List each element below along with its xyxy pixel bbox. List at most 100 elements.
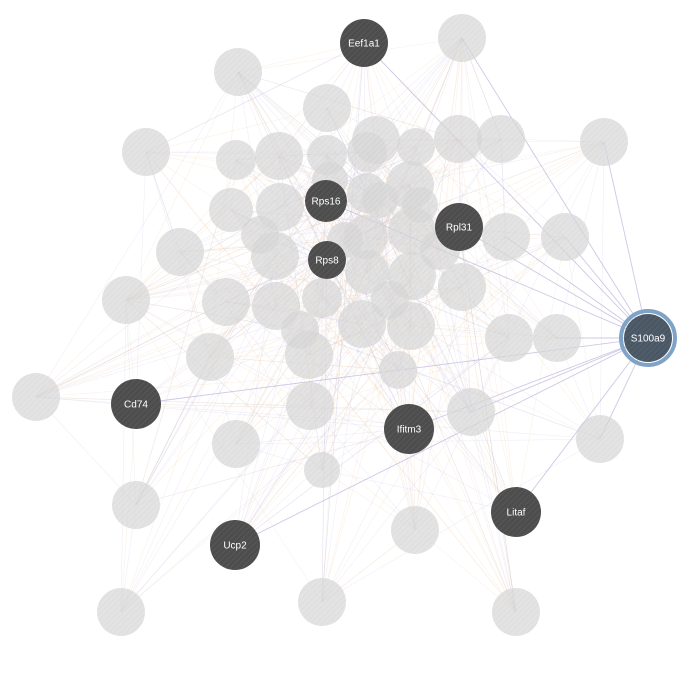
node-label-cd74: Cd74 <box>124 400 148 411</box>
faded-gene-node[interactable] <box>541 213 589 261</box>
network-edge <box>145 151 237 445</box>
node-rps8[interactable]: Rps8 <box>308 241 346 279</box>
faded-gene-node[interactable] <box>485 314 533 362</box>
network-edge <box>125 71 239 301</box>
network-edge <box>344 141 605 241</box>
faded-gene-node[interactable] <box>576 415 624 463</box>
faded-gene-node[interactable] <box>281 311 319 349</box>
network-edge <box>457 138 517 513</box>
network-edge <box>309 37 463 407</box>
network-edge <box>120 369 399 613</box>
network-edge <box>125 299 323 471</box>
network-edge <box>209 200 327 358</box>
node-ucp2[interactable]: Ucp2 <box>210 520 260 570</box>
faded-gene-node[interactable] <box>345 250 389 294</box>
faded-gene-node[interactable] <box>214 48 262 96</box>
faded-gene-node[interactable] <box>202 278 250 326</box>
faded-gene-node[interactable] <box>347 132 387 172</box>
network-edge <box>274 255 410 430</box>
faded-gene-node[interactable] <box>402 187 438 223</box>
node-ifitm3[interactable]: Ifitm3 <box>384 404 434 454</box>
faded-gene-node[interactable] <box>447 388 495 436</box>
faded-gene-node[interactable] <box>186 333 234 381</box>
node-cd74[interactable]: Cd74 <box>111 379 161 429</box>
network-edge <box>120 236 566 613</box>
network-edge <box>145 42 365 153</box>
faded-gene-node[interactable] <box>209 188 253 232</box>
network-edge <box>321 438 601 603</box>
network-edge <box>35 206 281 398</box>
network-edge <box>135 356 211 506</box>
network-edge <box>35 369 399 398</box>
network-edge <box>135 356 211 506</box>
network-edge <box>461 37 510 339</box>
network-edge <box>120 151 368 613</box>
network-edge <box>457 138 566 238</box>
network-edge <box>234 337 510 546</box>
node-s100a9[interactable]: S100a9 <box>619 309 677 367</box>
network-edge <box>397 369 517 513</box>
faded-gene-node[interactable] <box>122 128 170 176</box>
network-edge <box>120 154 328 613</box>
network-edge <box>145 151 517 613</box>
node-rpl31[interactable]: Rpl31 <box>435 203 483 251</box>
faded-gene-node[interactable] <box>338 300 386 348</box>
network-edge <box>135 428 410 506</box>
faded-gene-node[interactable] <box>438 14 486 62</box>
network-edge <box>35 396 410 430</box>
network-edge <box>234 236 566 546</box>
network-edge <box>415 146 601 440</box>
network-edge <box>209 286 463 358</box>
network-edge <box>414 286 463 531</box>
network-edge <box>321 469 517 513</box>
faded-gene-node[interactable] <box>580 118 628 166</box>
faded-gene-node[interactable] <box>97 588 145 636</box>
network-edge <box>125 255 276 301</box>
faded-gene-node[interactable] <box>477 115 525 163</box>
faded-gene-node[interactable] <box>212 420 260 468</box>
network-edge <box>470 141 605 413</box>
faded-gene-node[interactable] <box>298 578 346 626</box>
network-edge <box>408 236 507 430</box>
faded-gene-node[interactable] <box>397 128 435 166</box>
faded-gene-node[interactable] <box>434 115 482 163</box>
network-edge <box>125 155 280 301</box>
faded-gene-node[interactable] <box>102 276 150 324</box>
network-edge <box>234 179 331 546</box>
faded-gene-node[interactable] <box>391 506 439 554</box>
network-edge <box>135 356 211 506</box>
node-rps16[interactable]: Rps16 <box>305 180 347 222</box>
network-edge <box>515 236 566 513</box>
node-label-eef1a1: Eef1a1 <box>348 39 380 50</box>
faded-gene-node[interactable] <box>12 373 60 421</box>
faded-gene-node[interactable] <box>379 351 417 389</box>
network-edge <box>363 42 558 339</box>
node-eef1a1[interactable]: Eef1a1 <box>340 19 388 67</box>
network-edge <box>234 337 510 546</box>
faded-gene-node[interactable] <box>492 588 540 636</box>
faded-gene-node[interactable] <box>533 314 581 362</box>
faded-gene-node[interactable] <box>304 452 340 488</box>
network-edge <box>299 329 601 440</box>
faded-gene-node[interactable] <box>362 182 398 218</box>
network-edge <box>125 299 323 471</box>
faded-gene-node[interactable] <box>438 263 486 311</box>
faded-gene-node[interactable] <box>156 228 204 276</box>
faded-gene-node[interactable] <box>302 278 342 318</box>
faded-gene-node[interactable] <box>255 132 303 180</box>
faded-gene-node[interactable] <box>112 481 160 529</box>
selected-node-edge <box>505 236 649 339</box>
network-edge <box>414 138 459 531</box>
faded-gene-node[interactable] <box>216 140 256 180</box>
faded-gene-node[interactable] <box>371 281 409 319</box>
faded-gene-node[interactable] <box>303 84 351 132</box>
node-litaf[interactable]: Litaf <box>491 487 541 537</box>
faded-gene-node[interactable] <box>482 213 530 261</box>
node-label-ucp2: Ucp2 <box>223 541 247 552</box>
faded-gene-node[interactable] <box>286 382 334 430</box>
network-edge <box>309 286 463 407</box>
faded-gene-node[interactable] <box>241 216 279 254</box>
faded-nodes <box>12 14 628 636</box>
selected-node-edge <box>470 337 649 413</box>
